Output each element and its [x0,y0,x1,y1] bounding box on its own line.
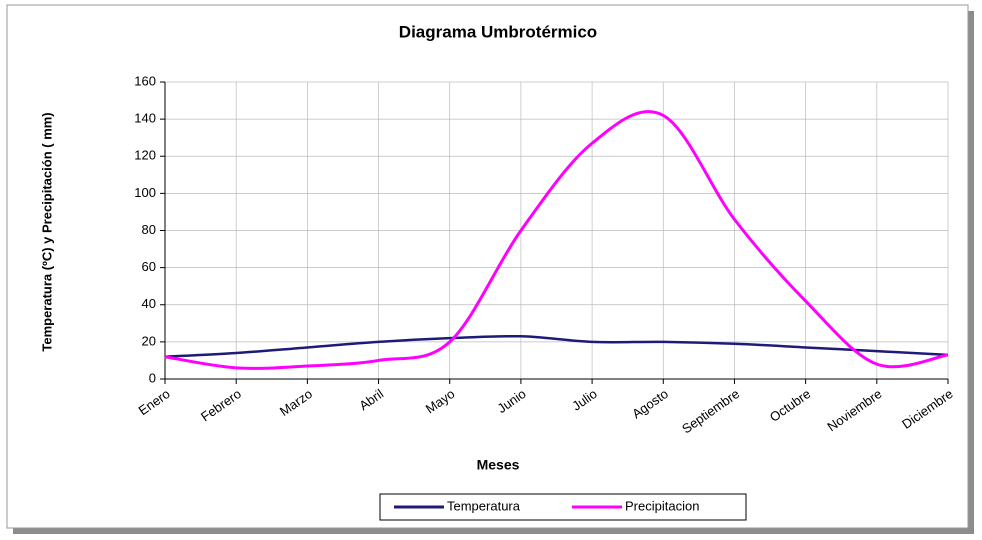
x-axis-label: Meses [477,457,520,473]
y-tick-label: 60 [142,259,156,274]
y-tick-label: 40 [142,296,156,311]
y-tick-label: 100 [134,185,156,200]
chart-title: Diagrama Umbrotérmico [399,22,597,41]
y-tick-label: 160 [134,73,156,88]
y-tick-label: 20 [142,333,156,348]
line-series [164,334,949,358]
y-axis-label: Temperatura (ºC) y Precipitación ( mm) [39,112,54,351]
y-tick-label: 120 [134,148,156,163]
y-tick-label: 0 [149,370,156,385]
line-series [164,110,949,370]
y-tick-label: 80 [142,222,156,237]
legend-label: Temperatura [447,498,521,513]
y-tick-label: 140 [134,111,156,126]
legend-label: Precipitacion [625,498,699,513]
frame [6,4,969,529]
